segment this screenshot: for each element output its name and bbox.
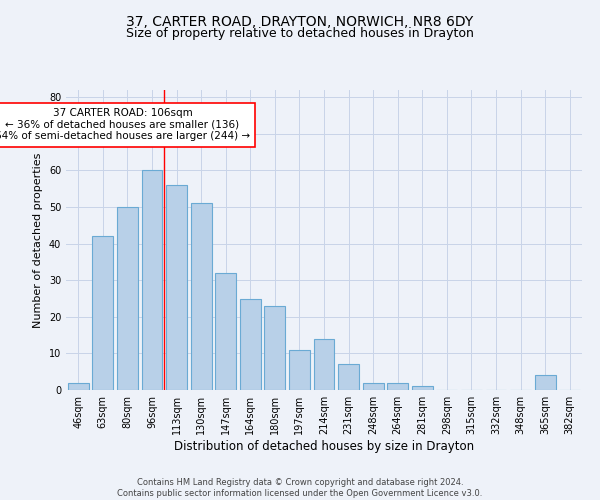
Bar [412, 386, 433, 390]
Bar [142, 170, 163, 390]
Bar [166, 185, 187, 390]
Bar [338, 364, 359, 390]
Bar [215, 273, 236, 390]
Bar [314, 339, 334, 390]
Bar [117, 207, 138, 390]
Text: 37, CARTER ROAD, DRAYTON, NORWICH, NR8 6DY: 37, CARTER ROAD, DRAYTON, NORWICH, NR8 6… [127, 15, 473, 29]
Bar [289, 350, 310, 390]
Bar [68, 382, 89, 390]
Bar [265, 306, 286, 390]
Bar [92, 236, 113, 390]
X-axis label: Distribution of detached houses by size in Drayton: Distribution of detached houses by size … [174, 440, 474, 452]
Text: Size of property relative to detached houses in Drayton: Size of property relative to detached ho… [126, 28, 474, 40]
Text: Contains HM Land Registry data © Crown copyright and database right 2024.
Contai: Contains HM Land Registry data © Crown c… [118, 478, 482, 498]
Bar [191, 204, 212, 390]
Bar [535, 376, 556, 390]
Bar [387, 382, 408, 390]
Text: 37 CARTER ROAD: 106sqm
← 36% of detached houses are smaller (136)
64% of semi-de: 37 CARTER ROAD: 106sqm ← 36% of detached… [0, 108, 250, 142]
Bar [240, 298, 261, 390]
Bar [362, 382, 383, 390]
Y-axis label: Number of detached properties: Number of detached properties [33, 152, 43, 328]
